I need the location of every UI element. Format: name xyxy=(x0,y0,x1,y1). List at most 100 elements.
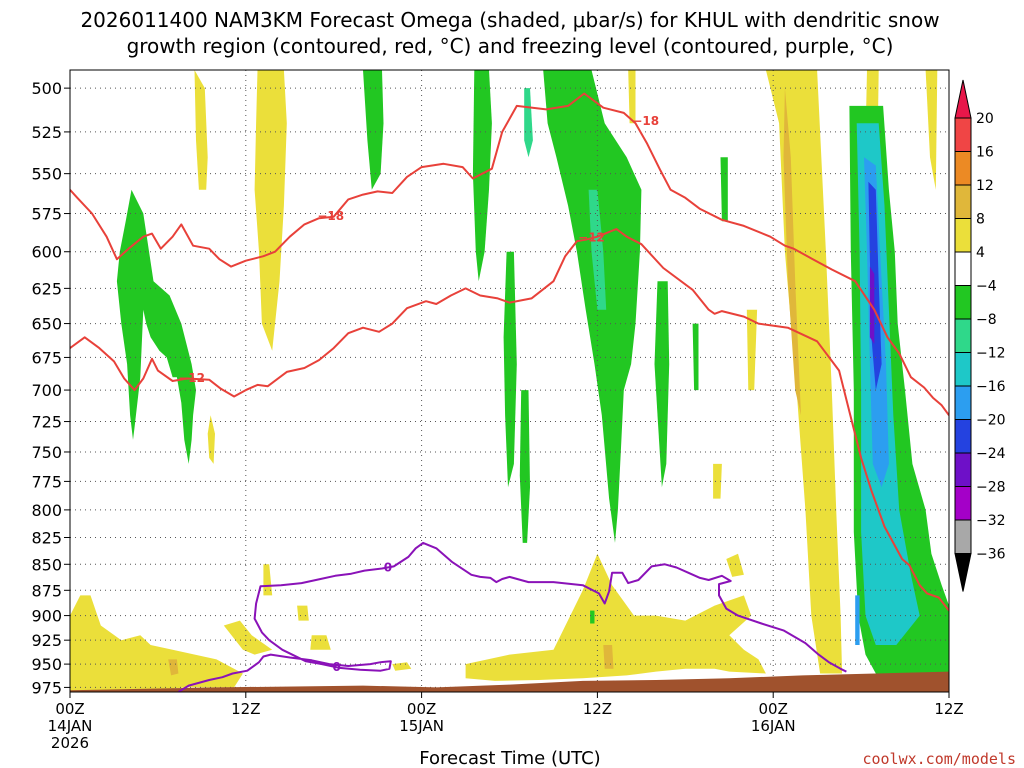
omega-region xyxy=(590,610,595,624)
plot-frame xyxy=(69,69,950,693)
chart-title-line-2: growth region (contoured, red, °C) and f… xyxy=(127,34,894,58)
colorbar-tick-label: −28 xyxy=(976,480,1006,496)
temp-contour-label: −18 xyxy=(317,209,344,223)
colorbar-segment xyxy=(954,184,972,219)
omega-region xyxy=(855,595,860,645)
omega-region xyxy=(746,309,758,391)
omega-region xyxy=(720,157,728,222)
contours: −18 −18 −12 −12 0 0 xyxy=(70,92,949,692)
x-tick-label: 00Z xyxy=(759,700,788,718)
y-tick-label: 775 xyxy=(31,472,62,491)
x-tick-label: 00Z xyxy=(407,700,436,718)
omega-region xyxy=(116,189,196,464)
x-tick-label: 12Z xyxy=(231,700,260,718)
omega-region xyxy=(713,463,722,499)
omega-region xyxy=(692,323,699,391)
colorbar-bottom-triangle xyxy=(954,553,972,592)
y-tick-label: 600 xyxy=(31,243,62,262)
omega-region xyxy=(392,662,412,671)
colorbar-segment xyxy=(954,318,972,353)
omega-region xyxy=(543,70,642,543)
colorbar-segment xyxy=(954,218,972,253)
omega-region xyxy=(297,605,309,621)
y-tick-label: 850 xyxy=(31,555,62,574)
colorbar-segment xyxy=(954,486,972,521)
colorbar-segment xyxy=(954,452,972,487)
colorbar-segment xyxy=(954,385,972,420)
colorbar-tick-label: 16 xyxy=(976,145,994,161)
colorbar-segment xyxy=(954,285,972,320)
colorbar-tick-label: −12 xyxy=(976,346,1006,362)
y-tick-label: 675 xyxy=(31,348,62,367)
y-tick-label: 725 xyxy=(31,413,62,432)
omega-region xyxy=(363,70,384,190)
credit-text: coolwx.com/models xyxy=(862,750,1016,768)
omega-region xyxy=(310,635,331,650)
omega-region xyxy=(783,88,801,416)
colorbar-segment xyxy=(954,117,972,152)
omega-region xyxy=(519,390,530,543)
colorbar-tick-label: 12 xyxy=(976,178,994,194)
colorbar-segment xyxy=(954,519,972,554)
x-tick-label: 12Z xyxy=(583,700,612,718)
y-tick-label: 575 xyxy=(31,205,62,224)
x-axis-label: Forecast Time (UTC) xyxy=(419,748,600,768)
y-tick-label: 925 xyxy=(31,631,62,650)
grid-lines xyxy=(70,70,949,692)
ground-fill xyxy=(70,671,949,692)
freezing-contour-line xyxy=(177,541,847,692)
omega-region xyxy=(207,415,215,464)
ground-terrain xyxy=(70,671,949,692)
y-tick-label: 625 xyxy=(31,279,62,298)
y-axis-pressure-levels: 500 525 550 575 600 625 650 675 700 725 750 775 800 8… xyxy=(31,79,70,697)
y-tick-label: 500 xyxy=(31,79,62,98)
plot-area: −18 −18 −12 −12 0 0 xyxy=(70,70,949,692)
x-tick-label: 00Z xyxy=(55,700,84,718)
omega-region xyxy=(503,251,517,488)
temp-contour-line xyxy=(70,228,949,612)
y-tick-label: 975 xyxy=(31,678,62,697)
colorbar-tick-label: −20 xyxy=(976,413,1006,429)
temp-contour-label: −12 xyxy=(178,371,205,385)
y-tick-label: 825 xyxy=(31,529,62,548)
colorbar-tick-label: −8 xyxy=(976,312,997,328)
temp-contour-label: −12 xyxy=(578,231,605,245)
chart-title-line-1: 2026011400 NAM3KM Forecast Omega (shaded… xyxy=(80,8,939,32)
freezing-contour-label: 0 xyxy=(332,660,340,674)
temp-contour-line xyxy=(70,92,949,416)
colorbar-tick-label: −16 xyxy=(976,379,1006,395)
omega-shading xyxy=(70,70,949,692)
omega-region xyxy=(654,281,670,488)
colorbar-tick-label: 20 xyxy=(976,111,994,127)
y-tick-label: 800 xyxy=(31,501,62,520)
x-tick-label: 16JAN xyxy=(751,717,796,735)
y-tick-label: 900 xyxy=(31,607,62,626)
omega-region xyxy=(628,70,636,124)
omega-region xyxy=(223,620,273,655)
freezing-contour-label: 0 xyxy=(384,560,392,574)
omega-region xyxy=(168,659,179,676)
x-tick-label: 2026 xyxy=(51,734,89,752)
omega-region xyxy=(588,189,607,310)
colorbar-segment xyxy=(954,251,972,286)
y-tick-label: 525 xyxy=(31,123,62,142)
x-tick-label: 14JAN xyxy=(48,717,93,735)
omega-region xyxy=(603,645,614,669)
y-tick-label: 750 xyxy=(31,443,62,462)
colorbar-segment xyxy=(954,151,972,186)
omega-region xyxy=(465,553,766,681)
colorbar-tick-label: 4 xyxy=(976,245,985,261)
omega-region xyxy=(70,595,243,692)
y-tick-label: 875 xyxy=(31,581,62,600)
y-tick-label: 700 xyxy=(31,381,62,400)
omega-region xyxy=(254,70,287,351)
x-tick-label: 15JAN xyxy=(399,717,444,735)
colorbar-segment xyxy=(954,352,972,387)
omega-region xyxy=(765,70,843,674)
omega-region xyxy=(524,88,533,158)
y-tick-label: 650 xyxy=(31,315,62,334)
temp-contour-label: −18 xyxy=(632,114,659,128)
colorbar-tick-label: −4 xyxy=(976,279,997,295)
omega-region xyxy=(726,553,744,577)
